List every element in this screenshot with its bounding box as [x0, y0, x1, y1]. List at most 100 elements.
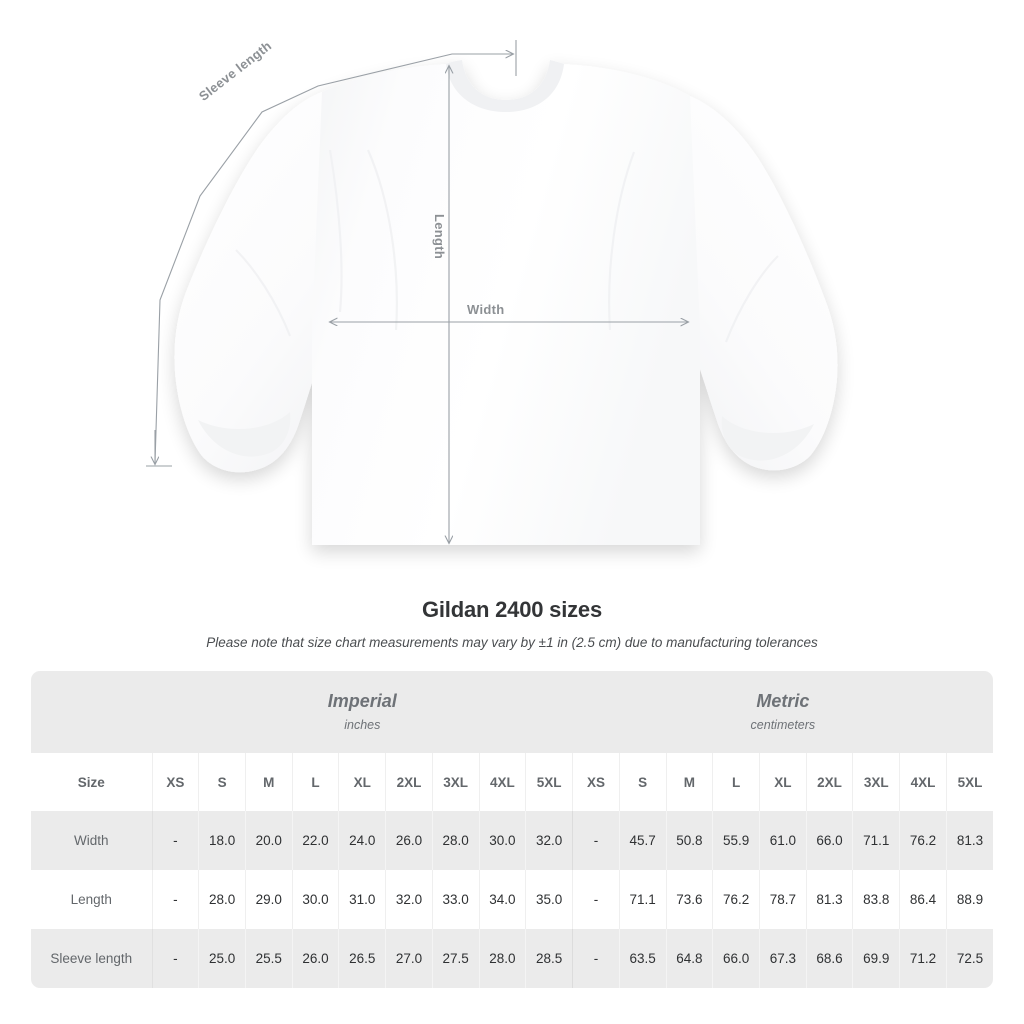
cell-width-metric-5xl: 81.3 [945, 811, 994, 870]
size-header-imperial-l: L [291, 753, 339, 811]
cell-length-metric-m: 73.6 [665, 870, 713, 929]
unit-system-name-imperial: Imperial [327, 691, 397, 711]
cell-sleeve-length-imperial-s: 25.0 [198, 929, 246, 988]
size-header-metric-xl: XL [758, 753, 807, 811]
cell-width-metric-xl: 61.0 [758, 811, 807, 870]
fabric-folds [235, 149, 779, 343]
cell-sleeve-length-imperial-4xl: 28.0 [478, 929, 526, 988]
cell-width-imperial-s: 18.0 [198, 811, 246, 870]
table-row-width: Width -18.0 20.0 22.0 24.0 26.0 28.0 30.0 32.0-4… [31, 811, 994, 870]
cell-length-imperial-s: 28.0 [198, 870, 246, 929]
dimension-lines [146, 40, 688, 543]
size-header-row: Size XS S M L XL 2XL 3XL 4XL 5XL XS S M L XL 2XL 3XL 4XL 5… [31, 753, 994, 811]
size-header-imperial-3xl: 3XL [431, 753, 480, 811]
width-dimension-label: Width [467, 302, 505, 317]
cell-width-metric-s: 45.7 [618, 811, 667, 870]
cell-sleeve-length-metric-2xl: 68.6 [805, 929, 853, 988]
size-header-metric-l: L [712, 753, 760, 811]
size-header-imperial-m: M [244, 753, 293, 811]
unit-header-imperial: Imperial inches [152, 671, 573, 753]
garment-shape [174, 60, 838, 545]
left-cuff [198, 412, 291, 457]
size-header-imperial-4xl: 4XL [478, 753, 526, 811]
cell-sleeve-length-metric-4xl: 71.2 [899, 929, 947, 988]
cell-width-imperial-2xl: 26.0 [385, 811, 433, 870]
cell-sleeve-length-imperial-l: 26.0 [291, 929, 339, 988]
cell-width-metric-3xl: 71.1 [852, 811, 900, 870]
size-chart-table-container: Imperial inches Metric centimeters Size X… [31, 671, 994, 988]
table-row-sleeve-length: Sleeve length -25.0 25.5 26.0 26.5 27.0 27.5 28… [31, 929, 994, 988]
cell-length-imperial-3xl: 33.0 [431, 870, 480, 929]
length-dimension-label: Length [432, 214, 447, 260]
size-header-imperial-5xl: 5XL [525, 753, 573, 811]
cell-sleeve-length-metric-xs: - [572, 929, 620, 988]
cell-length-metric-5xl: 88.9 [945, 870, 994, 929]
size-header-metric-5xl: 5XL [945, 753, 994, 811]
cell-length-imperial-l: 30.0 [291, 870, 339, 929]
unit-system-name-metric: Metric [756, 691, 810, 711]
cell-length-metric-4xl: 86.4 [899, 870, 947, 929]
cell-width-metric-m: 50.8 [665, 811, 713, 870]
cell-length-imperial-m: 29.0 [244, 870, 293, 929]
cell-length-imperial-xs: - [151, 870, 199, 929]
cell-length-imperial-xl: 31.0 [338, 870, 386, 929]
cell-sleeve-length-imperial-3xl: 27.5 [431, 929, 480, 988]
cell-sleeve-length-imperial-5xl: 28.5 [525, 929, 573, 988]
size-header-imperial-xs: XS [151, 753, 199, 811]
garment-body [312, 64, 700, 545]
table-row-length: Length -28.0 29.0 30.0 31.0 32.0 33.0 34.0 35.0-… [31, 870, 994, 929]
size-header-metric-m: M [665, 753, 713, 811]
cell-sleeve-length-imperial-xs: - [151, 929, 199, 988]
size-header-metric-4xl: 4XL [899, 753, 947, 811]
size-header-metric-s: S [618, 753, 667, 811]
cell-sleeve-length-metric-3xl: 69.9 [852, 929, 900, 988]
size-header-metric-xs: XS [572, 753, 620, 811]
unit-header-metric: Metric centimeters [572, 671, 994, 753]
cell-length-imperial-5xl: 35.0 [525, 870, 573, 929]
size-chart-table: Imperial inches Metric centimeters Size X… [31, 671, 994, 988]
row-label-length: Length [31, 870, 152, 929]
unit-measure-name-metric: centimeters [750, 718, 816, 732]
size-header-imperial-s: S [198, 753, 246, 811]
cell-length-imperial-4xl: 34.0 [478, 870, 526, 929]
page-title: Gildan 2400 sizes [421, 597, 603, 622]
cell-width-metric-l: 55.9 [712, 811, 760, 870]
cell-sleeve-length-imperial-2xl: 27.0 [385, 929, 433, 988]
garment-illustration: Sleeve length Length Width [146, 38, 838, 545]
cell-width-imperial-3xl: 28.0 [431, 811, 480, 870]
unit-measure-name-imperial: inches [344, 718, 381, 732]
unit-system-banner-row: Imperial inches Metric centimeters [31, 671, 994, 753]
cell-sleeve-length-metric-xl: 67.3 [758, 929, 807, 988]
cell-sleeve-length-metric-5xl: 72.5 [945, 929, 994, 988]
cell-width-metric-xs: - [572, 811, 620, 870]
cell-sleeve-length-metric-l: 66.0 [712, 929, 760, 988]
cell-length-imperial-2xl: 32.0 [385, 870, 433, 929]
row-label-width: Width [31, 811, 152, 870]
cell-width-imperial-4xl: 30.0 [478, 811, 526, 870]
chart-header: Gildan 2400 sizes Please note that size … [0, 596, 1024, 652]
cell-sleeve-length-imperial-xl: 26.5 [338, 929, 386, 988]
cell-width-imperial-xs: - [151, 811, 199, 870]
tshirt-diagram-svg [146, 40, 838, 545]
cell-width-metric-2xl: 66.0 [805, 811, 853, 870]
cell-length-metric-xs: - [572, 870, 620, 929]
cell-length-metric-3xl: 83.8 [852, 870, 900, 929]
cell-width-imperial-m: 20.0 [244, 811, 293, 870]
cell-length-metric-2xl: 81.3 [805, 870, 853, 929]
size-column-header: Size [31, 753, 152, 811]
size-header-metric-2xl: 2XL [805, 753, 853, 811]
size-header-imperial-2xl: 2XL [385, 753, 433, 811]
size-header-metric-3xl: 3XL [852, 753, 900, 811]
cell-sleeve-length-metric-m: 64.8 [665, 929, 713, 988]
cell-sleeve-length-metric-s: 63.5 [618, 929, 667, 988]
cell-length-metric-xl: 78.7 [758, 870, 807, 929]
cell-width-imperial-xl: 24.0 [338, 811, 386, 870]
cell-length-metric-l: 76.2 [712, 870, 760, 929]
row-label-sleeve-length: Sleeve length [31, 929, 152, 988]
cell-sleeve-length-imperial-m: 25.5 [244, 929, 293, 988]
sleeve-length-dimension-line [154, 54, 513, 464]
cell-width-metric-4xl: 76.2 [899, 811, 947, 870]
unit-banner-spacer [31, 671, 152, 753]
cell-width-imperial-5xl: 32.0 [525, 811, 573, 870]
right-cuff [721, 416, 814, 461]
